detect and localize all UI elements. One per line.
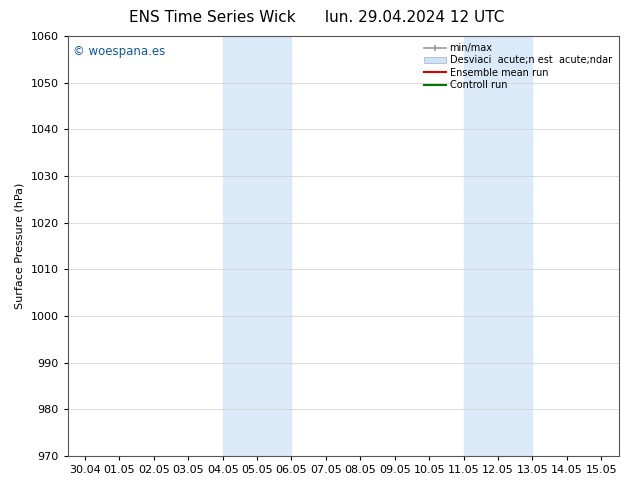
Bar (463, 36, 533, 456)
Text: © woespana.es: © woespana.es (73, 45, 165, 57)
Text: ENS Time Series Wick      lun. 29.04.2024 12 UTC: ENS Time Series Wick lun. 29.04.2024 12 … (129, 10, 505, 25)
Legend: min/max, Desviaci  acute;n est  acute;ndar, Ensemble mean run, Controll run: min/max, Desviaci acute;n est acute;ndar… (422, 41, 614, 92)
Bar (223, 36, 292, 456)
Y-axis label: Surface Pressure (hPa): Surface Pressure (hPa) (15, 183, 25, 309)
